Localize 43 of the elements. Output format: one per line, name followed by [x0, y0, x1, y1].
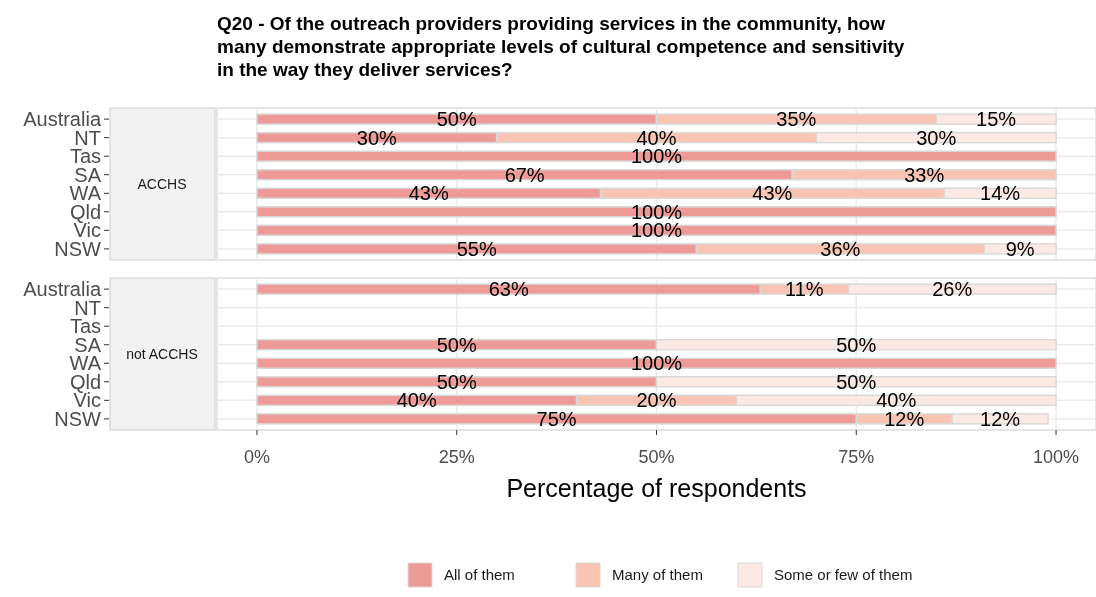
- data-label: 36%: [820, 237, 861, 260]
- y-axis-title: not ACCHS: [126, 346, 198, 362]
- data-label: 50%: [836, 370, 877, 393]
- x-tick-label: 100%: [1033, 447, 1080, 467]
- data-label: 67%: [504, 163, 545, 186]
- legend-label: Many of them: [612, 566, 703, 583]
- data-label: 50%: [836, 333, 877, 356]
- x-tick-label: 75%: [838, 447, 875, 467]
- data-label: 100%: [630, 352, 683, 375]
- legend-label: Some or few of them: [774, 566, 913, 583]
- y-tick-label: NSW: [54, 237, 102, 260]
- data-label: 33%: [904, 163, 945, 186]
- data-label: 43%: [752, 182, 793, 205]
- data-label: 43%: [408, 182, 449, 205]
- data-label: 50%: [436, 333, 477, 356]
- data-label: 20%: [636, 389, 677, 412]
- x-axis-title: Percentage of respondents: [506, 474, 807, 502]
- data-label: 40%: [396, 389, 437, 412]
- x-tick-label: 0%: [243, 447, 270, 467]
- data-label: 50%: [436, 370, 477, 393]
- data-label: 30%: [356, 126, 398, 149]
- data-label: 63%: [488, 278, 529, 301]
- data-label: 30%: [916, 126, 957, 149]
- y-tick-label: NSW: [54, 407, 102, 430]
- x-tick-label: 25%: [438, 447, 475, 467]
- data-label: 12%: [980, 407, 1021, 430]
- data-label: 9%: [1005, 237, 1035, 260]
- data-label: 75%: [536, 407, 577, 430]
- data-label: 14%: [980, 182, 1021, 205]
- bar: [256, 150, 1057, 162]
- bar: [256, 206, 1057, 218]
- data-label: 15%: [976, 108, 1017, 131]
- y-axis-title: ACCHS: [137, 176, 187, 192]
- bar: [256, 224, 1057, 237]
- bar: [256, 357, 1057, 370]
- x-tick-label: 50%: [638, 447, 675, 467]
- data-label: 50%: [436, 108, 477, 131]
- chart-title: Q20 - Of the outreach providers providing services in the community, how many demonstrate appropriate levels of cultural competence and sensitivity in the way they deliver services?: [217, 13, 905, 80]
- data-label: 35%: [776, 108, 817, 131]
- data-label: 55%: [456, 237, 497, 260]
- legend-label: All of them: [444, 566, 515, 583]
- data-label: 26%: [932, 278, 973, 301]
- data-label: 11%: [785, 278, 824, 301]
